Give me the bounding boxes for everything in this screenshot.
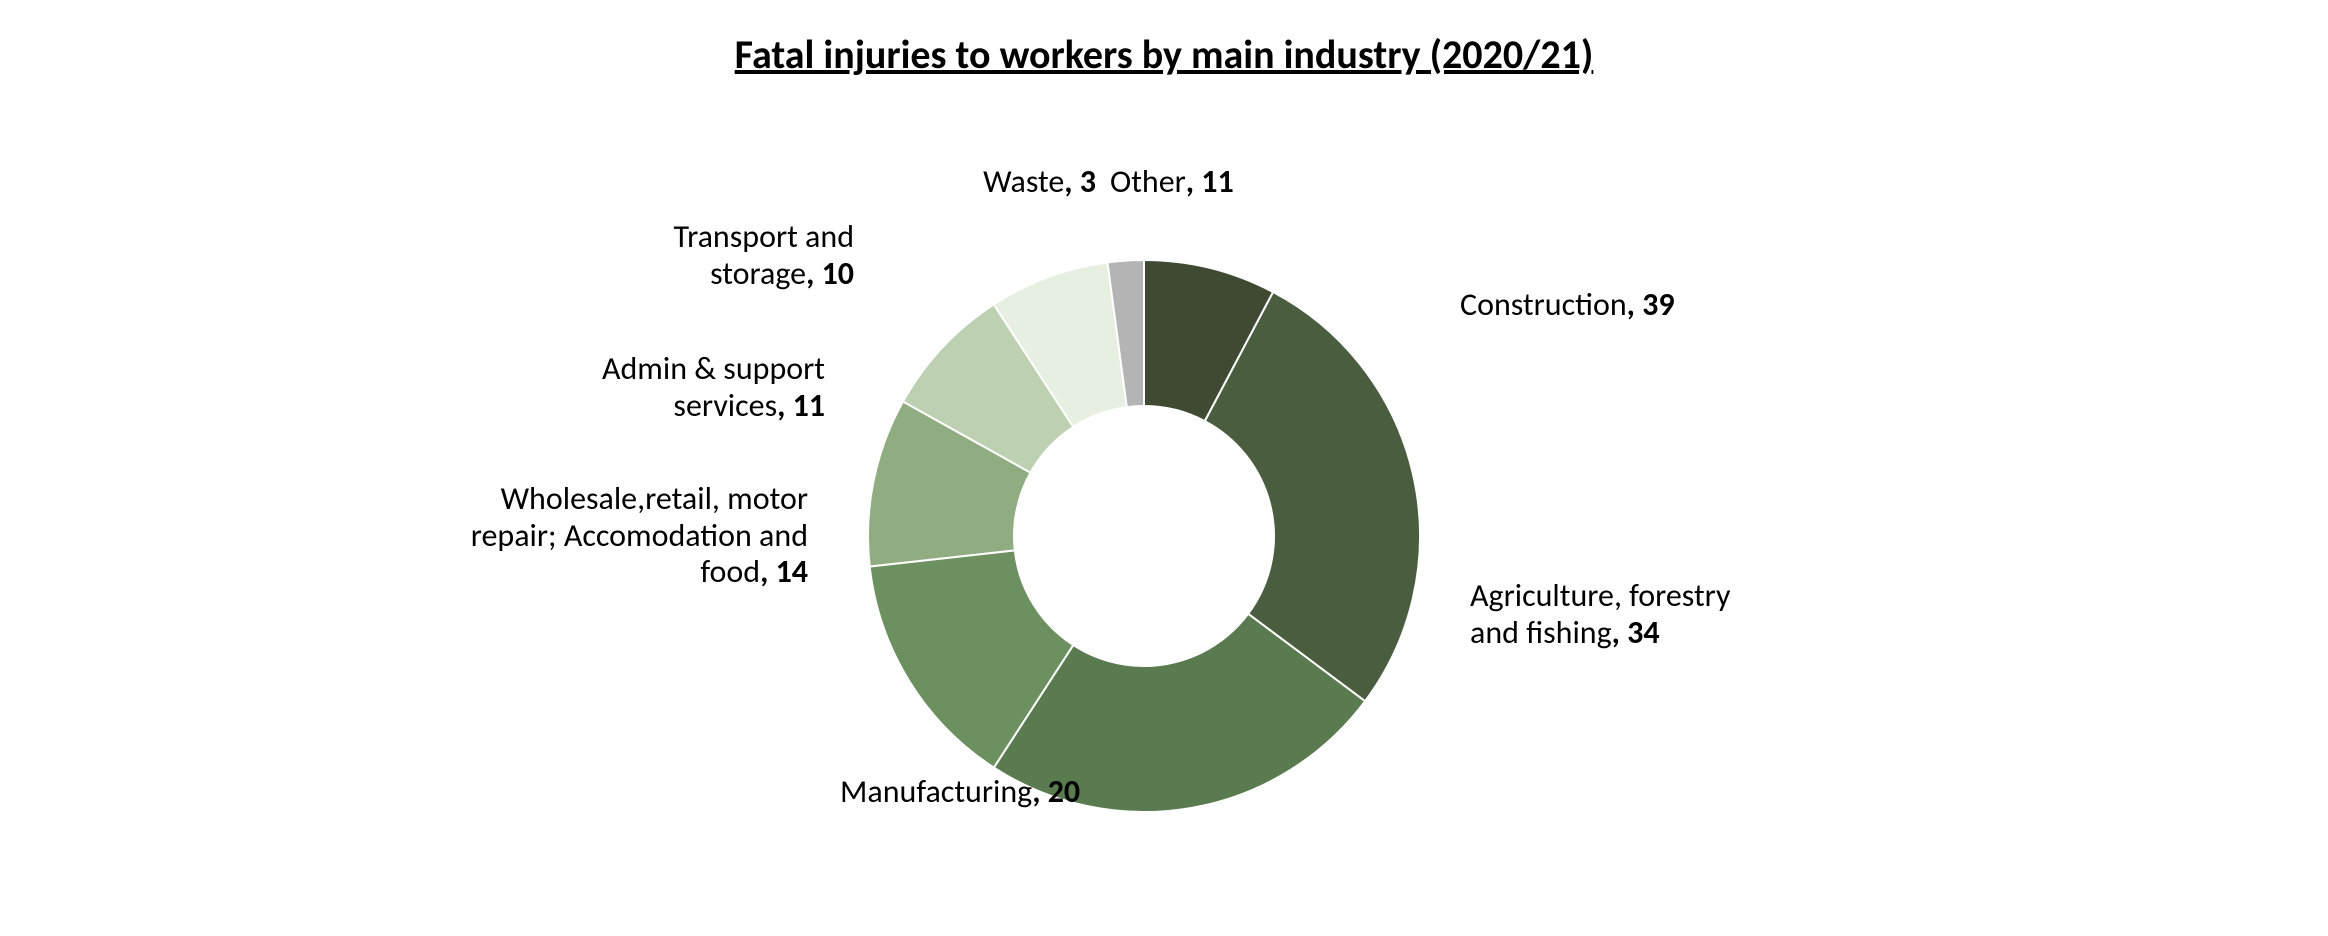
data-label: Construction, 39 — [1460, 287, 1675, 324]
data-label: Other, 11 — [1110, 164, 1234, 201]
data-label: Admin & support services, 11 — [602, 351, 825, 425]
data-label: Agriculture, forestry and fishing, 34 — [1470, 578, 1730, 652]
chart-title: Fatal injuries to workers by main indust… — [0, 30, 2328, 79]
donut-svg — [866, 258, 1422, 814]
donut-chart — [866, 258, 1422, 814]
page: Fatal injuries to workers by main indust… — [0, 0, 2328, 936]
data-label: Transport and storage, 10 — [673, 219, 854, 293]
data-label: Waste, 3 — [983, 164, 1096, 201]
data-label: Wholesale,retail, motor repair; Accomoda… — [471, 481, 808, 591]
data-label: Manufacturing, 20 — [840, 774, 1080, 811]
